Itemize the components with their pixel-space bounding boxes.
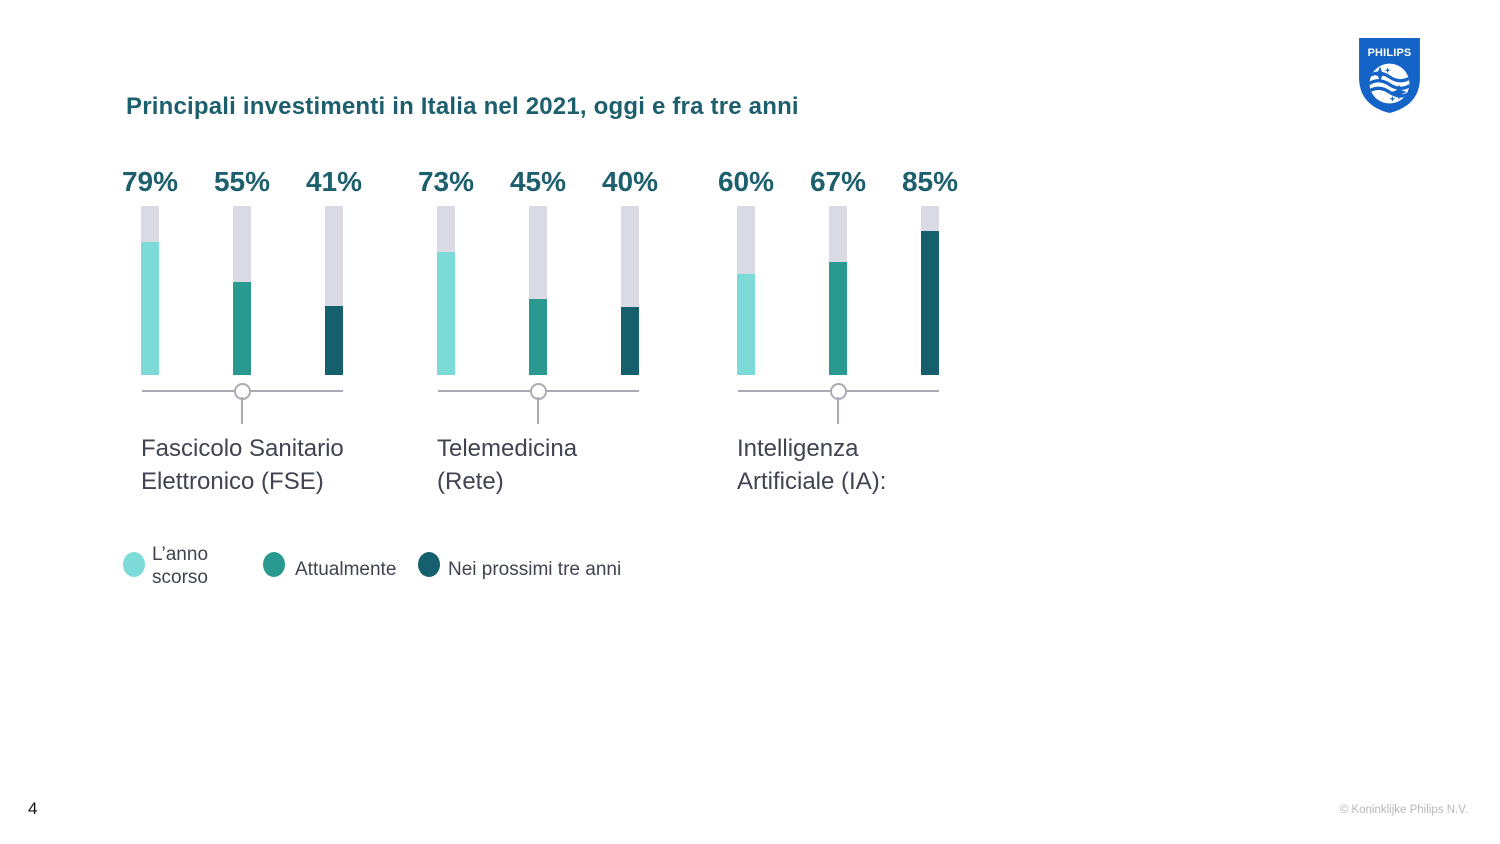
bar-track [737, 206, 755, 375]
bar-track [325, 206, 343, 375]
connector-drop-line [837, 397, 839, 424]
bar-track [141, 206, 159, 375]
bar-track [437, 206, 455, 375]
legend-swatch-icon [123, 552, 145, 577]
group-label: Fascicolo Sanitario Elettronico (FSE) [141, 432, 381, 498]
logo-sparkle-icon [1384, 67, 1391, 74]
bar-fill-series-1 [737, 273, 755, 375]
bar-value-label: 85% [901, 166, 959, 197]
legend-item-label: Nei prossimi tre anni [448, 559, 622, 580]
bar-fill-series-2 [233, 282, 251, 375]
bar-value-label: 67% [809, 166, 867, 197]
group-label: Telemedicina (Rete) [437, 432, 677, 498]
logo-star-icon [1372, 66, 1388, 82]
bar-track [921, 206, 939, 375]
bar-value-label: 79% [121, 166, 179, 197]
bar-fill-series-3 [621, 307, 639, 375]
page-title: Principali investimenti in Italia nel 20… [126, 93, 799, 120]
group-label-line: (Rete) [437, 468, 504, 495]
bar-fill-series-2 [829, 261, 847, 375]
page-number: 4 [28, 799, 38, 818]
chart-group-3: 60% 67% 85% Intelligenza Artificiale (IA): [718, 0, 958, 530]
bar-track [529, 206, 547, 375]
bar-value-label: 45% [509, 166, 567, 197]
group-label-line: Intelligenza [737, 435, 859, 462]
philips-logo: PHILIPS [1359, 37, 1420, 114]
legend-swatch-icon [418, 552, 440, 577]
logo-wordmark: PHILIPS [1368, 47, 1412, 59]
group-label-line: Telemedicina [437, 435, 578, 462]
bar-value-label: 60% [717, 166, 775, 197]
group-label-line: Fascicolo Sanitario [141, 435, 344, 462]
legend-item-label: L’anno scorso [152, 544, 209, 588]
chart-group-1: 79% 55% 41% Fascicolo Sanitario Elettronico … [122, 0, 362, 530]
group-label-line: Artificiale (IA): [737, 468, 887, 495]
group-label-line: Elettronico (FSE) [141, 468, 324, 495]
connector-drop-line [241, 397, 243, 424]
logo-star-icon [1391, 84, 1407, 100]
bar-value-label: 73% [417, 166, 475, 197]
legend-swatch-icon [263, 552, 285, 577]
connector-drop-line [537, 397, 539, 424]
chart-group-2: 73% 45% 40% Telemedicina (Rete) [418, 0, 658, 530]
bar-track [621, 206, 639, 375]
bar-fill-series-3 [921, 231, 939, 375]
bar-fill-series-1 [437, 251, 455, 375]
bar-fill-series-3 [325, 305, 343, 375]
bar-value-label: 40% [601, 166, 659, 197]
group-label: Intelligenza Artificiale (IA): [737, 432, 977, 498]
bar-track [233, 206, 251, 375]
bar-track [829, 206, 847, 375]
copyright-notice: © Koninklijke Philips N.V. [1339, 804, 1468, 816]
bar-fill-series-1 [141, 241, 159, 375]
legend-item-label: Attualmente [295, 559, 397, 580]
logo-sparkle-icon [1389, 95, 1396, 102]
bar-value-label: 41% [305, 166, 363, 197]
bar-fill-series-2 [529, 298, 547, 375]
bar-value-label: 55% [213, 166, 271, 197]
